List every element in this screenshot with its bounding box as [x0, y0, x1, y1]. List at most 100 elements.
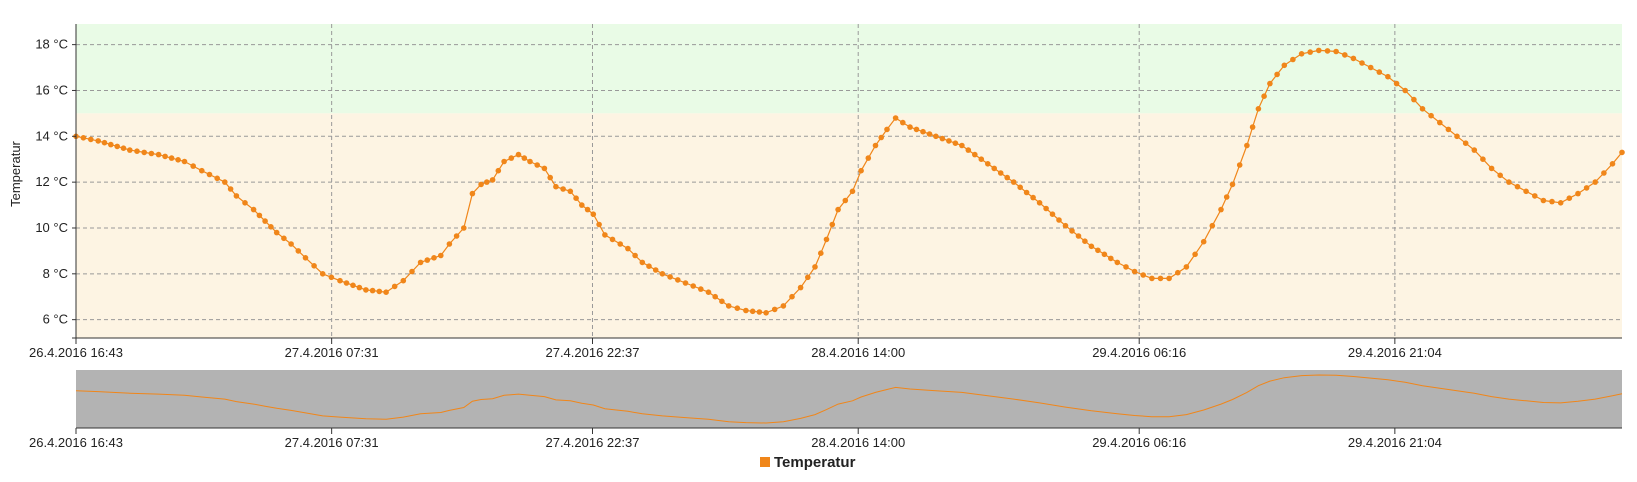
- data-point[interactable]: [1183, 264, 1190, 270]
- data-point[interactable]: [1557, 200, 1564, 206]
- data-point[interactable]: [446, 241, 453, 247]
- data-point[interactable]: [1088, 243, 1095, 250]
- data-point[interactable]: [920, 128, 926, 135]
- data-point[interactable]: [1592, 179, 1598, 185]
- data-point[interactable]: [913, 126, 920, 133]
- data-point[interactable]: [698, 286, 704, 292]
- data-point[interactable]: [900, 119, 906, 126]
- data-point[interactable]: [1488, 165, 1495, 172]
- data-point[interactable]: [438, 252, 444, 259]
- data-point[interactable]: [553, 183, 559, 190]
- data-point[interactable]: [1157, 275, 1164, 282]
- data-point[interactable]: [262, 218, 268, 224]
- data-point[interactable]: [1376, 69, 1383, 75]
- data-point[interactable]: [1223, 194, 1230, 200]
- data-point[interactable]: [141, 149, 147, 156]
- data-point[interactable]: [705, 289, 712, 296]
- data-point[interactable]: [1523, 188, 1529, 195]
- data-point[interactable]: [865, 155, 872, 161]
- data-point[interactable]: [281, 235, 287, 242]
- data-point[interactable]: [1267, 80, 1273, 87]
- data-point[interactable]: [907, 124, 913, 130]
- data-point[interactable]: [1004, 174, 1010, 181]
- data-point[interactable]: [1244, 142, 1250, 149]
- data-point[interactable]: [1095, 247, 1101, 254]
- data-point[interactable]: [1010, 179, 1017, 185]
- data-point[interactable]: [1393, 80, 1400, 87]
- data-point[interactable]: [725, 303, 732, 309]
- data-point[interactable]: [250, 206, 257, 213]
- data-point[interactable]: [1609, 161, 1616, 167]
- data-point[interactable]: [639, 259, 646, 266]
- data-point[interactable]: [108, 141, 114, 148]
- data-point[interactable]: [227, 186, 234, 192]
- data-point[interactable]: [356, 284, 363, 291]
- data-point[interactable]: [311, 263, 317, 269]
- data-point[interactable]: [590, 211, 597, 217]
- data-point[interactable]: [501, 158, 507, 165]
- data-point[interactable]: [319, 271, 326, 277]
- data-point[interactable]: [842, 197, 849, 204]
- data-point[interactable]: [1069, 228, 1075, 234]
- data-point[interactable]: [1307, 49, 1313, 55]
- data-point[interactable]: [978, 156, 985, 162]
- data-point[interactable]: [431, 254, 437, 261]
- data-point[interactable]: [199, 167, 205, 174]
- data-point[interactable]: [1462, 140, 1469, 146]
- data-point[interactable]: [997, 170, 1004, 176]
- data-point[interactable]: [343, 280, 350, 286]
- data-point[interactable]: [214, 175, 220, 182]
- data-point[interactable]: [1298, 51, 1305, 57]
- data-point[interactable]: [1140, 272, 1146, 278]
- data-point[interactable]: [1480, 156, 1486, 162]
- data-point[interactable]: [424, 257, 431, 263]
- data-point[interactable]: [1023, 189, 1030, 196]
- data-point[interactable]: [1017, 184, 1023, 191]
- data-point[interactable]: [363, 287, 369, 293]
- data-point[interactable]: [1056, 217, 1062, 223]
- data-point[interactable]: [222, 179, 228, 185]
- data-point[interactable]: [1350, 55, 1357, 62]
- data-point[interactable]: [1367, 64, 1374, 71]
- data-point[interactable]: [667, 274, 673, 280]
- data-point[interactable]: [1359, 60, 1365, 66]
- data-point[interactable]: [295, 248, 302, 254]
- data-point[interactable]: [1236, 162, 1243, 168]
- data-point[interactable]: [1218, 206, 1224, 213]
- data-point[interactable]: [1601, 170, 1607, 176]
- data-point[interactable]: [763, 310, 769, 316]
- data-point[interactable]: [337, 277, 343, 284]
- data-point[interactable]: [273, 229, 280, 236]
- data-point[interactable]: [743, 307, 749, 314]
- data-point[interactable]: [95, 138, 101, 144]
- data-point[interactable]: [461, 225, 467, 231]
- data-point[interactable]: [1209, 222, 1216, 229]
- data-point[interactable]: [1101, 251, 1108, 258]
- data-point[interactable]: [489, 177, 496, 183]
- data-point[interactable]: [527, 158, 533, 165]
- data-point[interactable]: [780, 303, 787, 309]
- data-point[interactable]: [1274, 71, 1280, 78]
- data-point[interactable]: [268, 224, 274, 230]
- data-point[interactable]: [155, 151, 162, 158]
- data-point[interactable]: [959, 142, 965, 149]
- data-point[interactable]: [972, 151, 978, 158]
- data-point[interactable]: [534, 162, 540, 168]
- data-point[interactable]: [712, 293, 718, 300]
- data-point[interactable]: [1049, 211, 1056, 217]
- data-point[interactable]: [892, 115, 899, 121]
- data-point[interactable]: [1419, 106, 1426, 112]
- data-point[interactable]: [400, 277, 407, 284]
- data-point[interactable]: [1255, 106, 1262, 112]
- data-point[interactable]: [1342, 52, 1348, 58]
- data-point[interactable]: [1166, 275, 1172, 282]
- data-point[interactable]: [1108, 255, 1114, 262]
- data-point[interactable]: [484, 179, 490, 185]
- data-point[interactable]: [560, 186, 566, 192]
- data-point[interactable]: [1043, 205, 1049, 212]
- data-point[interactable]: [617, 241, 623, 247]
- data-point[interactable]: [579, 202, 585, 208]
- data-point[interactable]: [101, 139, 108, 146]
- data-point[interactable]: [682, 280, 689, 286]
- data-point[interactable]: [1514, 183, 1521, 190]
